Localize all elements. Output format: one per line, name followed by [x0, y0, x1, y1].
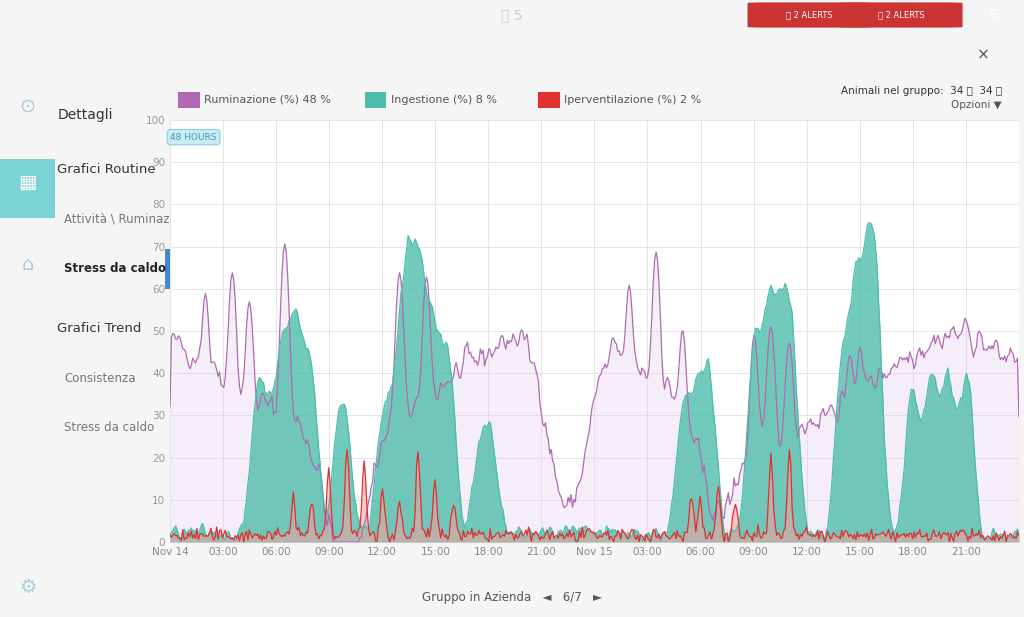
Bar	[166, 249, 170, 289]
Text: 🐄 2 ALERTS: 🐄 2 ALERTS	[878, 10, 925, 20]
Bar	[178, 92, 200, 108]
Text: Consistenza: Consistenza	[65, 371, 136, 385]
Text: ⊙: ⊙	[19, 97, 36, 116]
Text: Dettagli: Dettagli	[57, 108, 113, 122]
Text: E: E	[989, 9, 997, 22]
Text: ␇ 5: ␇ 5	[502, 8, 522, 22]
Text: Grafici Trend: Grafici Trend	[57, 322, 141, 335]
Text: Animali nel gruppo:  34 🐄  34 🔵: Animali nel gruppo: 34 🐄 34 🔵	[841, 86, 1001, 96]
Text: Ingestione (%) 8 %: Ingestione (%) 8 %	[391, 95, 497, 105]
FancyBboxPatch shape	[840, 2, 963, 28]
FancyBboxPatch shape	[748, 2, 870, 28]
Text: Opzioni ▼: Opzioni ▼	[951, 100, 1001, 110]
Text: Stress da caldo: Stress da caldo	[65, 421, 155, 434]
Text: Ruminazione (%) 48 %: Ruminazione (%) 48 %	[204, 95, 331, 105]
Text: ⚙: ⚙	[18, 578, 36, 597]
Text: Attività \ Ruminazione: Attività \ Ruminazione	[65, 213, 195, 226]
Text: ×: ×	[977, 48, 989, 62]
Bar	[0, 159, 55, 218]
Bar	[366, 92, 386, 108]
Text: ⌂: ⌂	[22, 255, 34, 275]
Text: 🐄 2 ALERTS: 🐄 2 ALERTS	[785, 10, 833, 20]
Text: Iperventilazione (%) 2 %: Iperventilazione (%) 2 %	[564, 95, 701, 105]
Text: Grafici Routine: Grafici Routine	[57, 163, 156, 176]
Text: ▦: ▦	[18, 173, 37, 192]
Text: Stress da caldo: Stress da caldo	[65, 262, 166, 275]
Text: ▦: ▦	[18, 173, 37, 192]
Text: 48 HOURS: 48 HOURS	[170, 133, 217, 142]
Bar	[539, 92, 560, 108]
Text: Gruppo in Azienda   ◄   6/7   ►: Gruppo in Azienda ◄ 6/7 ►	[422, 590, 602, 603]
